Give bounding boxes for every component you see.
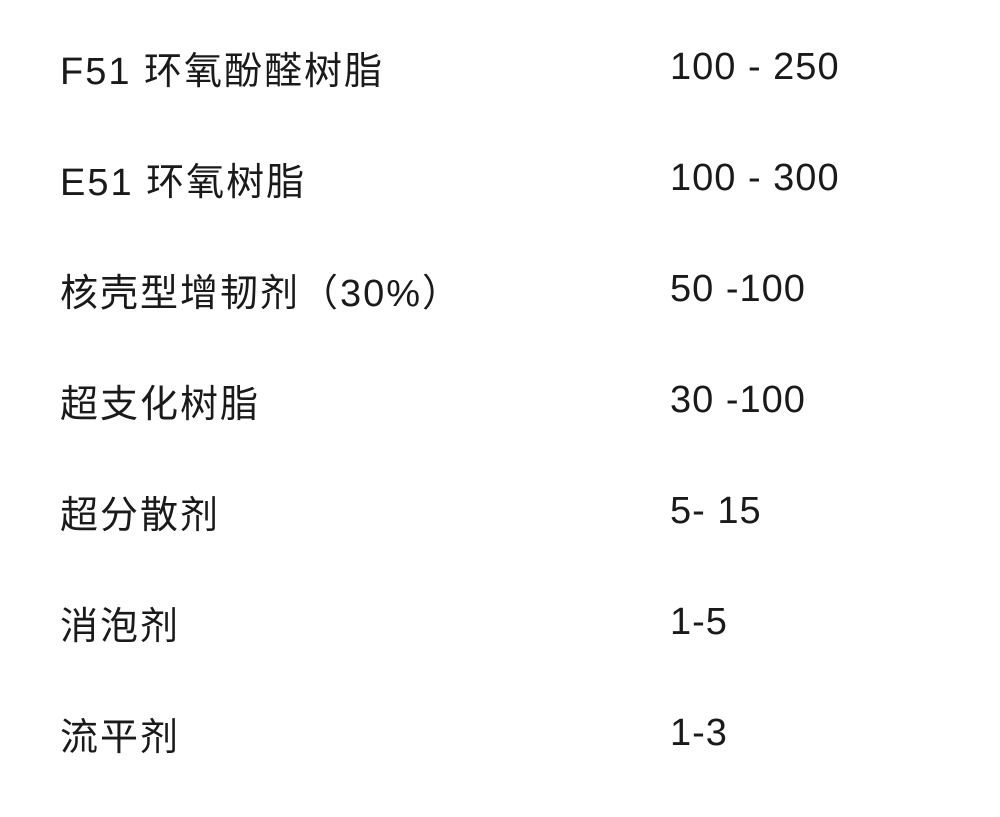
composition-table: F51 环氧酚醛树脂 100 - 250 E51 环氧树脂 100 - 300 … (60, 40, 940, 817)
table-row: F51 环氧酚醛树脂 100 - 250 (60, 40, 940, 95)
table-row: E51 环氧树脂 100 - 300 (60, 151, 940, 206)
ingredient-value: 100 - 300 (610, 157, 840, 200)
ingredient-value: 100 - 250 (610, 46, 840, 89)
table-row: 流平剂 1-3 (60, 706, 940, 761)
ingredient-label: 超支化树脂 (60, 373, 610, 428)
table-row: 超分散剂 5- 15 (60, 484, 940, 539)
ingredient-value: 1-3 (610, 712, 728, 755)
ingredient-label: 流平剂 (60, 706, 610, 761)
ingredient-label: E51 环氧树脂 (60, 151, 610, 206)
ingredient-value: 1-5 (610, 601, 728, 644)
table-row: 消泡剂 1-5 (60, 595, 940, 650)
ingredient-label: 超分散剂 (60, 484, 610, 539)
ingredient-label: 核壳型增韧剂（30%） (60, 262, 610, 317)
table-row: 超支化树脂 30 -100 (60, 373, 940, 428)
table-row: 核壳型增韧剂（30%） 50 -100 (60, 262, 940, 317)
ingredient-value: 5- 15 (610, 490, 762, 533)
ingredient-value: 50 -100 (610, 268, 806, 311)
ingredient-label: 消泡剂 (60, 595, 610, 650)
ingredient-label: F51 环氧酚醛树脂 (60, 40, 610, 95)
ingredient-value: 30 -100 (610, 379, 806, 422)
